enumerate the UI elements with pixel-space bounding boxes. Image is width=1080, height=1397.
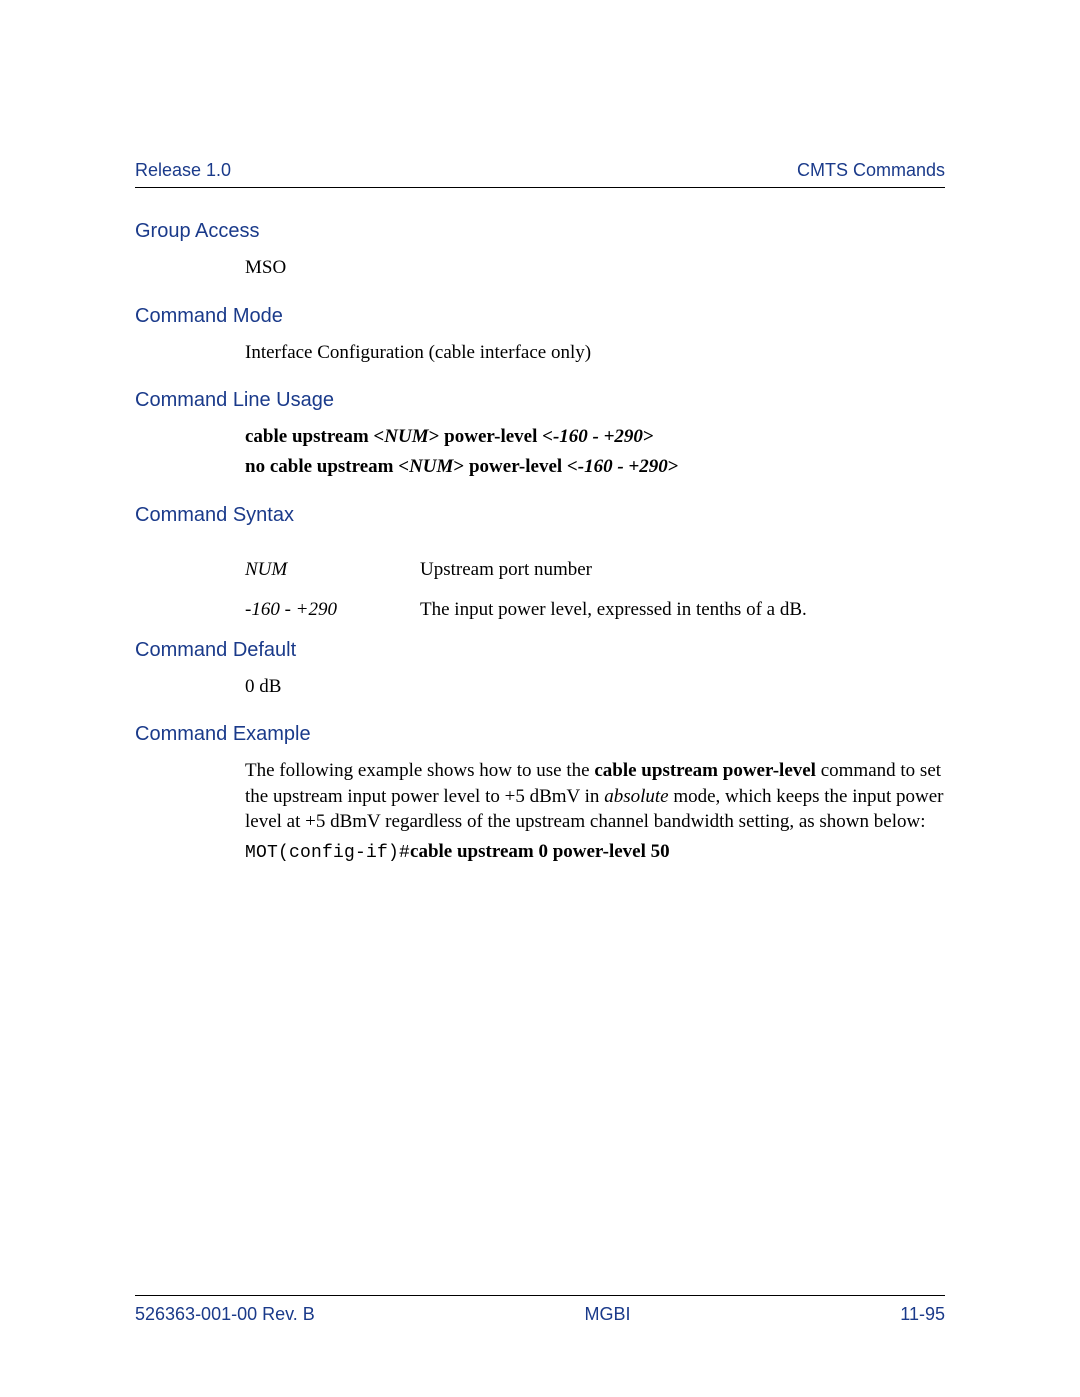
usage1-p2: NUM bbox=[384, 426, 428, 447]
example-cmd-bold: cable upstream 0 power-level 50 bbox=[410, 841, 670, 862]
usage1-p5: > bbox=[643, 426, 654, 447]
example-intro: The following example shows how to use t… bbox=[245, 758, 945, 835]
usage-line-2: no cable upstream <NUM> power-level <-16… bbox=[245, 454, 945, 480]
usage1-p4: -160 - +290 bbox=[553, 426, 643, 447]
syntax-row: NUM Upstream port number bbox=[245, 559, 945, 581]
header-right: CMTS Commands bbox=[797, 160, 945, 181]
footer-right: 11-95 bbox=[900, 1304, 945, 1325]
syntax-row: -160 - +290 The input power level, expre… bbox=[245, 599, 945, 621]
example-t2: cable upstream power-level bbox=[594, 760, 816, 781]
heading-command-line-usage: Command Line Usage bbox=[135, 389, 945, 412]
body-command-line-usage: cable upstream <NUM> power-level <-160 -… bbox=[245, 424, 945, 479]
usage2-p4: -160 - +290 bbox=[578, 456, 668, 477]
syntax-key-num: NUM bbox=[245, 559, 420, 581]
text-group-access: MSO bbox=[245, 255, 945, 281]
heading-group-access: Group Access bbox=[135, 220, 945, 243]
syntax-desc-num: Upstream port number bbox=[420, 559, 945, 581]
usage-line-1: cable upstream <NUM> power-level <-160 -… bbox=[245, 424, 945, 450]
example-command-line: MOT(config-if)#cable upstream 0 power-le… bbox=[245, 839, 945, 865]
example-t4: absolute bbox=[604, 786, 668, 807]
usage1-p1: cable upstream < bbox=[245, 426, 384, 447]
usage2-p5: > bbox=[668, 456, 679, 477]
footer-center: MGBI bbox=[585, 1304, 631, 1325]
example-t1: The following example shows how to use t… bbox=[245, 760, 594, 781]
usage2-p3: > power-level < bbox=[453, 456, 577, 477]
page-header: Release 1.0 CMTS Commands bbox=[135, 160, 945, 188]
header-left: Release 1.0 bbox=[135, 160, 231, 181]
syntax-key-range: -160 - +290 bbox=[245, 599, 420, 621]
usage2-p2: NUM bbox=[409, 456, 453, 477]
heading-command-mode: Command Mode bbox=[135, 305, 945, 328]
page-footer: 526363-001-00 Rev. B MGBI 11-95 bbox=[135, 1295, 945, 1325]
heading-command-default: Command Default bbox=[135, 639, 945, 662]
usage1-p3: > power-level < bbox=[429, 426, 553, 447]
page-content: Release 1.0 CMTS Commands Group Access M… bbox=[0, 0, 1080, 865]
example-prompt: MOT(config-if)# bbox=[245, 843, 410, 863]
body-command-example: The following example shows how to use t… bbox=[245, 758, 945, 865]
usage2-p1: no cable upstream < bbox=[245, 456, 409, 477]
heading-command-syntax: Command Syntax bbox=[135, 504, 945, 527]
syntax-desc-range: The input power level, expressed in tent… bbox=[420, 599, 945, 621]
body-group-access: MSO bbox=[245, 255, 945, 281]
body-command-default: 0 dB bbox=[245, 674, 945, 700]
text-command-mode: Interface Configuration (cable interface… bbox=[245, 340, 945, 366]
body-command-mode: Interface Configuration (cable interface… bbox=[245, 340, 945, 366]
syntax-table: NUM Upstream port number -160 - +290 The… bbox=[245, 559, 945, 621]
footer-left: 526363-001-00 Rev. B bbox=[135, 1304, 315, 1325]
text-command-default: 0 dB bbox=[245, 674, 945, 700]
heading-command-example: Command Example bbox=[135, 723, 945, 746]
